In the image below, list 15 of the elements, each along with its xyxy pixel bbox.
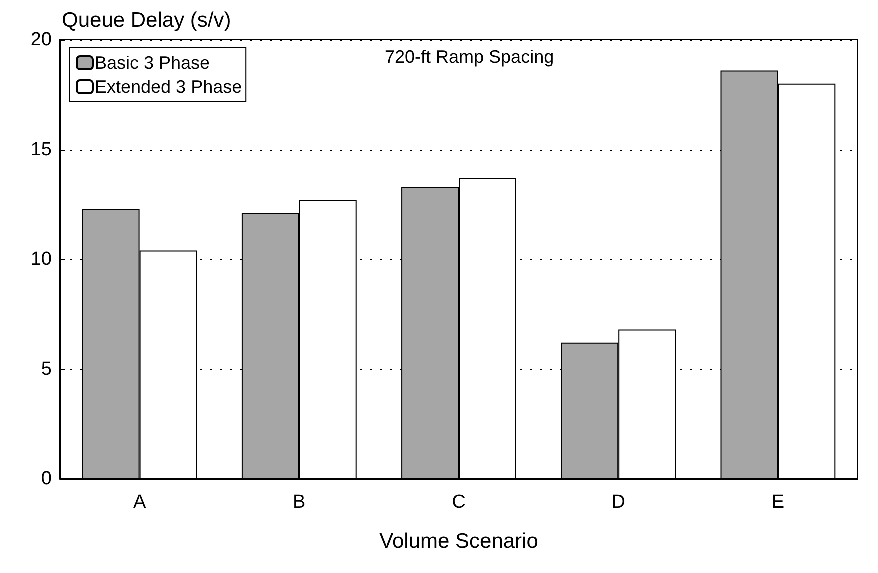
annotation: 720-ft Ramp Spacing xyxy=(385,47,554,67)
x-tick-label: D xyxy=(612,492,626,513)
x-tick-label: B xyxy=(293,492,306,513)
legend-label: Extended 3 Phase xyxy=(95,77,242,97)
x-tick-label: E xyxy=(772,492,785,513)
y-tick-label: 20 xyxy=(30,30,52,50)
x-axis-title: Volume Scenario xyxy=(380,530,538,553)
y-tick-label: 5 xyxy=(41,358,52,380)
y-axis-title: Queue Delay (s/v) xyxy=(62,9,232,32)
y-tick-label: 0 xyxy=(41,468,52,490)
legend-label: Basic 3 Phase xyxy=(95,53,210,73)
x-tick-label: C xyxy=(452,492,466,513)
y-tick-label: 10 xyxy=(30,249,52,270)
y-tick-label: 15 xyxy=(30,139,52,160)
x-tick-label: A xyxy=(133,492,146,513)
